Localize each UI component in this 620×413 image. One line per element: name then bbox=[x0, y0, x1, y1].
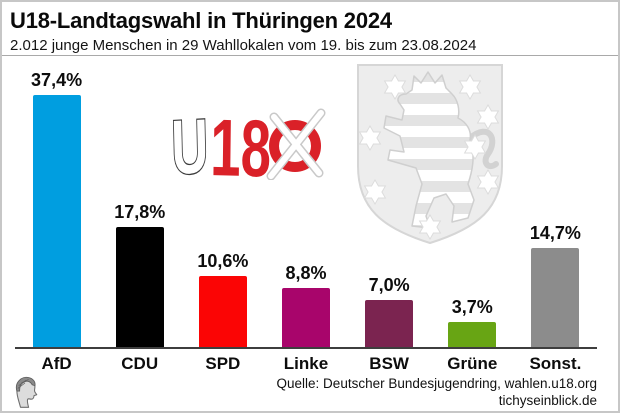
source-note: Quelle: Deutscher Bundesjugendring, wahl… bbox=[277, 375, 597, 409]
bar-value-label: 3,7% bbox=[451, 297, 493, 318]
u18-logo-icon: U 18 bbox=[170, 102, 326, 180]
source-line: Quelle: Deutscher Bundesjugendring, wahl… bbox=[276, 376, 597, 391]
bar-value-label: 8,8% bbox=[285, 262, 327, 283]
bar-column-bsw: 7,0% bbox=[348, 58, 431, 347]
header-divider bbox=[2, 55, 618, 56]
x-axis-label: Grüne bbox=[447, 354, 498, 373]
bar-column-linke: 8,8% bbox=[264, 58, 347, 347]
bar bbox=[281, 287, 330, 347]
bar-value-label: 37,4% bbox=[31, 70, 83, 91]
page-title: U18-Landtagswahl in Thüringen 2024 bbox=[10, 8, 392, 33]
bar-column-spd: 10,6% bbox=[181, 58, 264, 347]
x-axis-label: Sonst. bbox=[529, 354, 582, 373]
x-axis-label: BSW bbox=[369, 354, 409, 373]
bar-value-label: 7,0% bbox=[368, 274, 410, 295]
page-subtitle: 2.012 junge Menschen in 29 Wahllokalen v… bbox=[10, 37, 477, 54]
x-axis-label: SPD bbox=[205, 354, 241, 373]
x-axis-label: Linke bbox=[283, 354, 329, 373]
bar bbox=[365, 299, 414, 347]
bar-column-cdu: 17,8% bbox=[98, 58, 181, 347]
bar-chart: 37,4% 17,8% 10,6% 8,8% 7,0% 3,7% 14,7% bbox=[15, 58, 597, 347]
bar-column-afd: 37,4% bbox=[15, 58, 98, 347]
x-axis-label: AfD bbox=[41, 354, 72, 373]
bar-value-label: 17,8% bbox=[114, 202, 166, 223]
bar bbox=[32, 95, 81, 347]
bar bbox=[198, 275, 247, 347]
bar-value-label: 14,7% bbox=[529, 223, 581, 244]
ballot-cross-icon bbox=[266, 108, 326, 180]
bar bbox=[448, 322, 497, 347]
bar-column-grüne: 3,7% bbox=[431, 58, 514, 347]
thuringia-coat-of-arms-icon bbox=[357, 64, 503, 245]
publisher-url: tichyseinblick.de bbox=[498, 393, 597, 408]
bar-value-label: 10,6% bbox=[197, 250, 249, 271]
bar bbox=[115, 227, 164, 347]
tichys-einblick-head-logo-icon bbox=[15, 376, 38, 408]
bar-column-sonst: 14,7% bbox=[514, 58, 597, 347]
bar bbox=[531, 248, 580, 347]
x-axis-label: CDU bbox=[121, 354, 159, 373]
header: U18-Landtagswahl in Thüringen 2024 2.012… bbox=[10, 8, 610, 55]
u18-logo-u: U bbox=[170, 103, 209, 180]
u18-logo-18: 18 bbox=[210, 102, 272, 180]
x-axis-labels: AfD CDU SPD Linke BSW Grüne Sonst. bbox=[15, 354, 597, 374]
x-axis-line bbox=[15, 347, 597, 349]
